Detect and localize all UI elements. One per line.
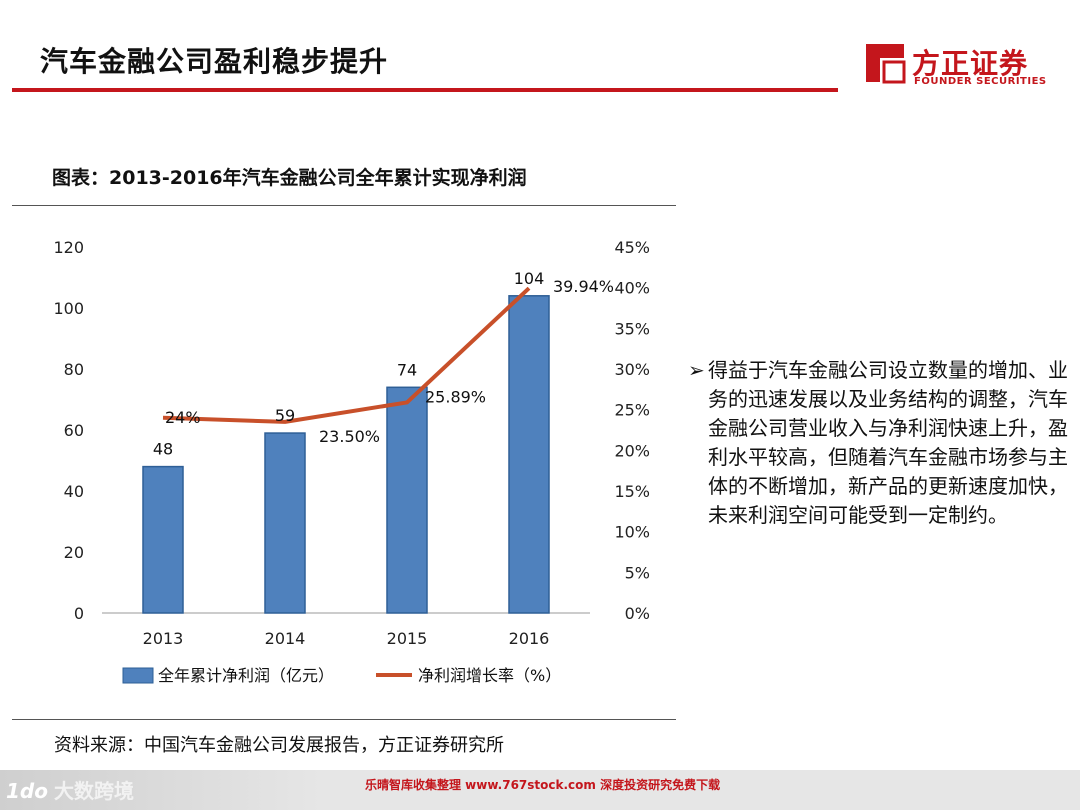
y-right-tick-label: 25% bbox=[614, 401, 650, 420]
y-left-tick-label: 20 bbox=[64, 543, 84, 562]
y-right-tick-label: 10% bbox=[614, 523, 650, 542]
line-data-label: 23.50% bbox=[319, 427, 380, 446]
y-right-tick-label: 15% bbox=[614, 482, 650, 501]
x-tick-label: 2016 bbox=[509, 629, 550, 648]
bullet-arrow-icon: ➢ bbox=[688, 358, 705, 382]
bar-data-label: 59 bbox=[275, 406, 295, 425]
y-right-tick-label: 35% bbox=[614, 319, 650, 338]
legend-line-label: 净利润增长率（%） bbox=[418, 666, 561, 685]
y-right-tick-label: 45% bbox=[614, 238, 650, 257]
page-title: 汽车金融公司盈利稳步提升 bbox=[40, 45, 389, 78]
y-left-tick-label: 40 bbox=[64, 482, 84, 501]
chart-source: 资料来源：中国汽车金融公司发展报告，方正证券研究所 bbox=[54, 735, 504, 756]
footer-banner: 乐晴智库收集整理 www.767stock.com 深度投资研究免费下载 bbox=[365, 778, 721, 792]
logo-name-en: FOUNDER SECURITIES bbox=[914, 76, 1047, 87]
brand-logo: 方正证券 FOUNDER SECURITIES bbox=[864, 40, 1064, 90]
title-divider bbox=[12, 88, 838, 92]
chart-bottom-rule bbox=[12, 719, 676, 720]
bar bbox=[508, 295, 550, 614]
growth-line bbox=[162, 286, 531, 424]
bar-data-label: 104 bbox=[514, 269, 545, 288]
legend-bar-label: 全年累计净利润（亿元） bbox=[158, 666, 334, 685]
y-left-tick-label: 60 bbox=[64, 421, 84, 440]
watermark-text: 大数跨境 bbox=[53, 779, 134, 803]
chart-area: 0 20 40 60 80 100 120 0% 5% 10% 15% 20% 25% 30% 35% 40… bbox=[0, 210, 680, 715]
y-left-tick-label: 120 bbox=[53, 238, 84, 257]
summary-bullet: ➢ 得益于汽车金融公司设立数量的增加、业务的迅速发展以及业务结构的调整，汽车金融… bbox=[688, 356, 1068, 530]
y-right-tick-label: 0% bbox=[625, 604, 650, 623]
y-right-tick-label: 40% bbox=[614, 279, 650, 298]
bar bbox=[264, 432, 306, 614]
x-tick-label: 2014 bbox=[265, 629, 306, 648]
combo-chart: 0 20 40 60 80 100 120 0% 5% 10% 15% 20% 25% 30% 35% 40… bbox=[53, 238, 650, 685]
bar-data-label: 74 bbox=[397, 360, 417, 379]
summary-text: 得益于汽车金融公司设立数量的增加、业务的迅速发展以及业务结构的调整，汽车金融公司… bbox=[708, 358, 1068, 527]
bar-data-label: 48 bbox=[153, 440, 173, 459]
y-left-tick-label: 0 bbox=[74, 604, 84, 623]
x-tick-label: 2013 bbox=[143, 629, 184, 648]
y-left-tick-label: 80 bbox=[64, 360, 84, 379]
line-data-label: 24% bbox=[165, 408, 201, 427]
founder-logo-icon bbox=[866, 44, 906, 84]
y-right-tick-label: 30% bbox=[614, 360, 650, 379]
chart-top-rule bbox=[12, 205, 676, 206]
bar bbox=[386, 386, 428, 614]
y-right-tick-label: 20% bbox=[614, 441, 650, 460]
y-left-tick-label: 100 bbox=[53, 299, 84, 318]
line-data-label: 25.89% bbox=[425, 387, 486, 406]
footer-band bbox=[0, 770, 1080, 810]
legend-bar-swatch bbox=[122, 667, 154, 684]
bar bbox=[142, 465, 184, 614]
chart-caption: 图表：2013-2016年汽车金融公司全年累计实现净利润 bbox=[52, 167, 527, 189]
watermark-logo: 1do bbox=[6, 779, 48, 803]
watermark: 1do 大数跨境 bbox=[6, 775, 134, 804]
x-tick-label: 2015 bbox=[387, 629, 428, 648]
logo-name-cn: 方正证券 bbox=[912, 47, 1029, 80]
y-right-tick-label: 5% bbox=[625, 563, 650, 582]
line-data-label: 39.94% bbox=[553, 277, 614, 296]
